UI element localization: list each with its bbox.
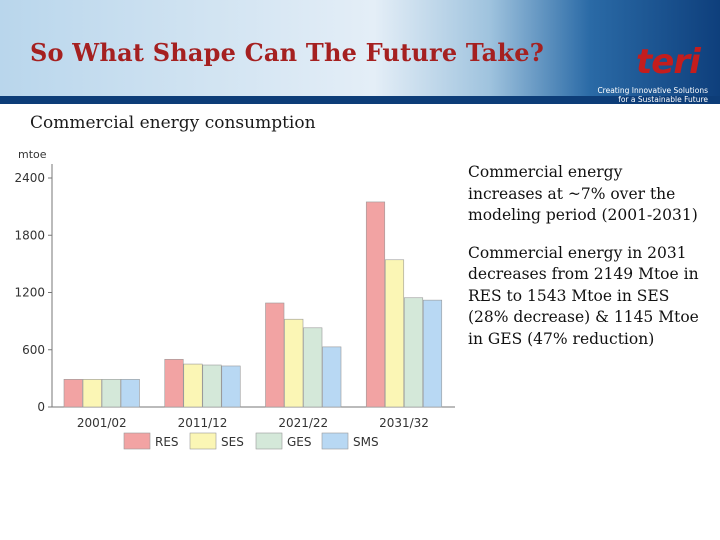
legend-label-ges: GES	[287, 435, 312, 449]
x-tick-label: 2011/12	[178, 416, 228, 430]
bar-ses-2011-12	[183, 363, 203, 408]
y-axis-label: mtoe	[18, 148, 47, 161]
bar-ges-2031-32	[403, 297, 424, 408]
legend-swatch-ses	[189, 432, 217, 450]
bar-ges-2021-22	[303, 327, 323, 408]
note-reduction: Commercial energy in 2031 decreases from…	[468, 243, 699, 348]
bar-ges-2001-02	[101, 379, 121, 408]
legend-label-ses: SES	[221, 435, 244, 449]
legend-swatch-sms	[321, 432, 349, 450]
bar-sms-2001-02	[120, 379, 140, 408]
bar-ses-2031-32	[384, 259, 405, 408]
x-tick-label: 2031/32	[379, 416, 429, 430]
legend-swatch-ges	[255, 432, 283, 450]
legend-label-sms: SMS	[353, 435, 379, 449]
y-tick-label: 2400	[14, 171, 45, 185]
notes-panel: Commercial energy increases at ~7% over …	[468, 162, 700, 366]
bar-sms-2031-32	[422, 299, 443, 408]
bar-ses-2021-22	[284, 318, 304, 408]
logo-tagline-line-2: for a Sustainable Future	[618, 95, 708, 104]
bar-ses-2001-02	[82, 379, 102, 408]
logo-wordmark: teri	[636, 42, 701, 82]
logo-tagline-line-1: Creating Innovative Solutions	[597, 86, 708, 95]
bar-sms-2011-12	[221, 365, 241, 408]
bar-sms-2021-22	[322, 346, 342, 408]
legend-label-res: RES	[155, 435, 179, 449]
chart-subtitle: Commercial energy consumption	[30, 113, 316, 133]
y-tick-label: 1800	[14, 228, 45, 242]
slide-title: So What Shape Can The Future Take?	[30, 38, 544, 67]
x-tick-label: 2021/22	[278, 416, 328, 430]
y-tick-label: 1200	[14, 286, 45, 300]
y-tick-label: 600	[22, 343, 45, 357]
bar-res-2011-12	[164, 358, 184, 408]
y-tick-label: 0	[37, 400, 45, 414]
bar-ges-2011-12	[202, 364, 222, 408]
legend-swatch-res	[123, 432, 151, 450]
header-band	[0, 96, 720, 104]
bar-res-2021-22	[265, 302, 285, 408]
x-tick-label: 2001/02	[77, 416, 127, 430]
bar-res-2001-02	[63, 379, 83, 408]
slide-header: So What Shape Can The Future Take? teri …	[0, 0, 720, 104]
bar-chart: mtoe 0 600 1200 1800 2400 2001/02 2011/12 2021/2…	[14, 148, 455, 450]
note-growth: Commercial energy increases at ~7% over …	[468, 163, 698, 224]
teri-logo: teri Creating Innovative Solutions for a…	[597, 42, 712, 104]
bar-res-2031-32	[365, 201, 386, 408]
